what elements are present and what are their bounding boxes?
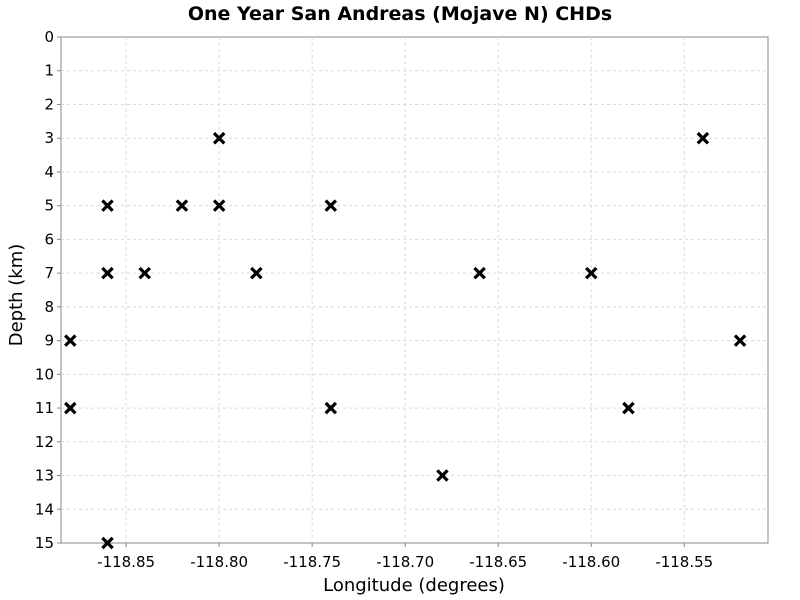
data-point <box>212 131 226 145</box>
y-tick-label: 15 <box>35 534 54 552</box>
y-axis-label: Depth (km) <box>6 244 27 347</box>
data-points <box>64 131 747 550</box>
data-point <box>250 266 263 280</box>
x-axis-ticks: -118.85 -118.80 -118.75 -118.70 -118.65 -118.… <box>97 543 713 571</box>
x-tick-label: -118.85 <box>97 553 155 571</box>
data-point <box>64 334 77 347</box>
y-tick-label: 11 <box>35 399 54 417</box>
data-point <box>324 199 338 212</box>
y-tick-label: 12 <box>35 433 54 451</box>
data-point <box>733 334 747 347</box>
data-point <box>324 401 338 415</box>
x-tick-label: -118.55 <box>655 553 713 571</box>
plot-area <box>60 36 769 544</box>
y-tick-label: 7 <box>44 264 54 282</box>
y-tick-label: 0 <box>44 28 54 46</box>
y-tick-label: 9 <box>44 332 54 350</box>
x-tick-label: -118.60 <box>562 553 620 571</box>
chart-title: One Year San Andreas (Mojave N) CHDs <box>188 3 612 25</box>
data-point <box>101 536 114 550</box>
data-point <box>622 401 635 415</box>
x-axis-label: Longitude (degrees) <box>323 575 505 596</box>
data-point <box>473 266 486 280</box>
data-point <box>436 469 449 482</box>
x-tick-label: -118.70 <box>376 553 434 571</box>
y-tick-label: 5 <box>44 197 54 215</box>
y-tick-label: 8 <box>44 298 54 316</box>
data-point <box>101 199 114 212</box>
data-point <box>64 401 77 415</box>
data-point <box>138 266 151 280</box>
x-tick-label: -118.65 <box>469 553 527 571</box>
grid <box>61 37 768 543</box>
x-tick-label: -118.80 <box>190 553 248 571</box>
x-tick-label: -118.75 <box>283 553 341 571</box>
y-tick-label: 1 <box>44 62 54 80</box>
y-tick-label: 14 <box>35 500 54 518</box>
y-tick-label: 2 <box>44 95 54 113</box>
y-tick-label: 10 <box>35 365 54 383</box>
y-tick-label: 4 <box>44 163 54 181</box>
data-point <box>696 131 710 145</box>
y-tick-label: 3 <box>44 129 54 147</box>
y-tick-label: 6 <box>44 230 54 248</box>
data-point <box>212 199 226 212</box>
data-point <box>175 199 189 212</box>
y-tick-label: 13 <box>35 467 54 485</box>
data-point <box>101 266 114 280</box>
data-point <box>584 266 598 280</box>
